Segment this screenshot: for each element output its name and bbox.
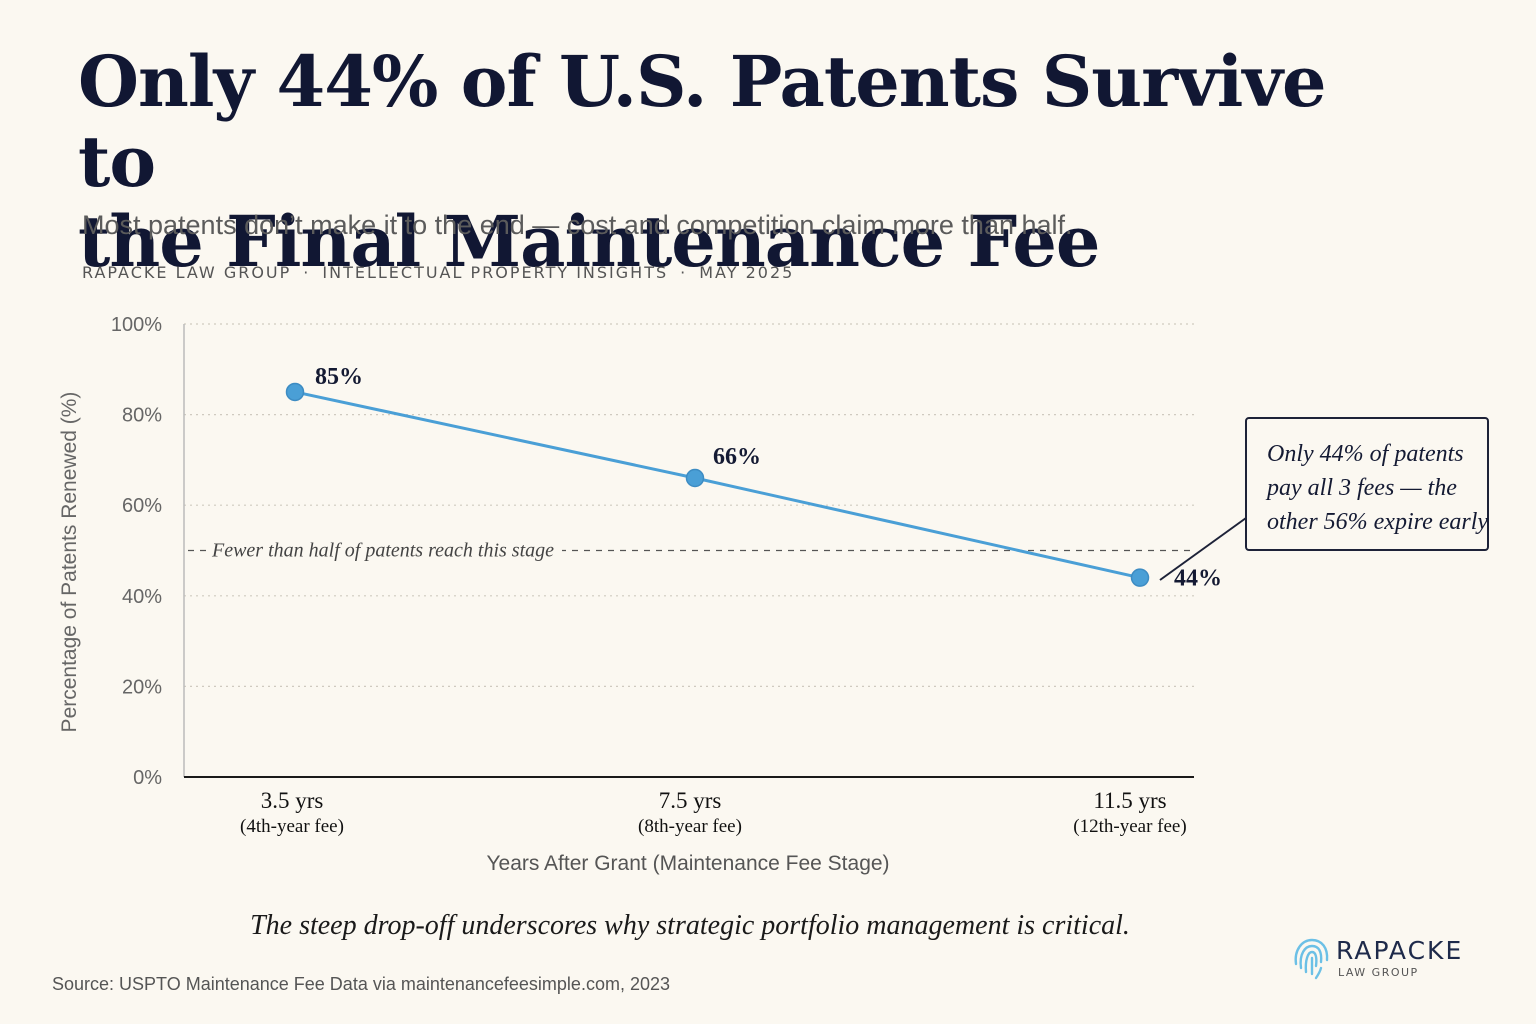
y-tick-label: 60% — [122, 495, 162, 517]
title-line-1: Only 44% of U.S. Patents Survive to — [78, 40, 1327, 203]
callout-line-2: pay all 3 fees — the — [1267, 475, 1457, 501]
meta-line: RAPACKE LAW GROUP · INTELLECTUAL PROPERTY … — [82, 263, 794, 282]
y-tick-label: 80% — [122, 405, 162, 427]
callout-box: Only 44% of patents pay all 3 fees — the… — [1245, 417, 1489, 551]
reference-line-group: Fewer than half of patents reach this st… — [188, 540, 1194, 562]
y-tick-label: 0% — [133, 767, 162, 789]
y-axis-label: Percentage of Patents Renewed (%) — [58, 392, 81, 733]
callout-connector — [1159, 517, 1247, 581]
x-category-sublabel: (8th-year fee) — [638, 816, 742, 837]
x-category-sublabel: (4th-year fee) — [240, 816, 344, 837]
data-point — [685, 468, 705, 488]
y-tick-label: 20% — [122, 676, 162, 698]
logo-brand-text: RAPACKE — [1336, 936, 1464, 965]
x-axis-label: Years After Grant (Maintenance Fee Stage… — [486, 852, 889, 875]
meta-org: RAPACKE LAW GROUP — [82, 263, 292, 282]
chart-title: Only 44% of U.S. Patents Survive to the … — [78, 42, 1398, 282]
logo-sub-text: LAW GROUP — [1338, 966, 1419, 979]
meta-separator: · — [680, 263, 688, 282]
y-tick-labels: 0% 20% 40% 60% 80% 100% — [111, 314, 162, 789]
chart-caption: The steep drop-off underscores why strat… — [250, 910, 1130, 941]
x-category-label: 11.5 yrs — [1093, 788, 1166, 813]
data-point — [285, 382, 305, 402]
meta-separator: · — [303, 263, 311, 282]
x-category-label: 3.5 yrs — [261, 788, 324, 813]
title-line-2: the Final Maintenance Fee — [78, 200, 1100, 283]
x-category-label: 7.5 yrs — [659, 788, 722, 813]
grid-lines — [184, 323, 1194, 688]
y-tick-label: 100% — [111, 314, 162, 336]
meta-section: INTELLECTUAL PROPERTY INSIGHTS — [322, 263, 669, 282]
y-tick-label: 40% — [122, 586, 162, 608]
data-label: 44% — [1174, 566, 1222, 592]
callout-line-3: other 56% expire early — [1267, 509, 1489, 535]
source-note: Source: USPTO Maintenance Fee Data via m… — [52, 974, 670, 994]
series-layer: 85% 66% 44% — [285, 364, 1222, 592]
brand-logo: RAPACKE LAW GROUP — [1290, 934, 1490, 984]
meta-date: MAY 2025 — [699, 263, 795, 282]
chart-subtitle: Most patents don’t make it to the end — … — [82, 210, 1073, 240]
reference-label-bg — [206, 540, 563, 561]
reference-line-label: Fewer than half of patents reach this st… — [211, 540, 554, 562]
callout-line-1: Only 44% of patents — [1267, 441, 1464, 467]
x-category-sublabel: (12th-year fee) — [1073, 816, 1186, 837]
data-point — [1130, 568, 1150, 587]
x-category-labels: 3.5 yrs (4th-year fee) 7.5 yrs (8th-year fe… — [240, 788, 1187, 837]
fingerprint-icon — [1294, 938, 1329, 980]
data-label: 66% — [713, 444, 761, 470]
data-label: 85% — [315, 364, 363, 390]
